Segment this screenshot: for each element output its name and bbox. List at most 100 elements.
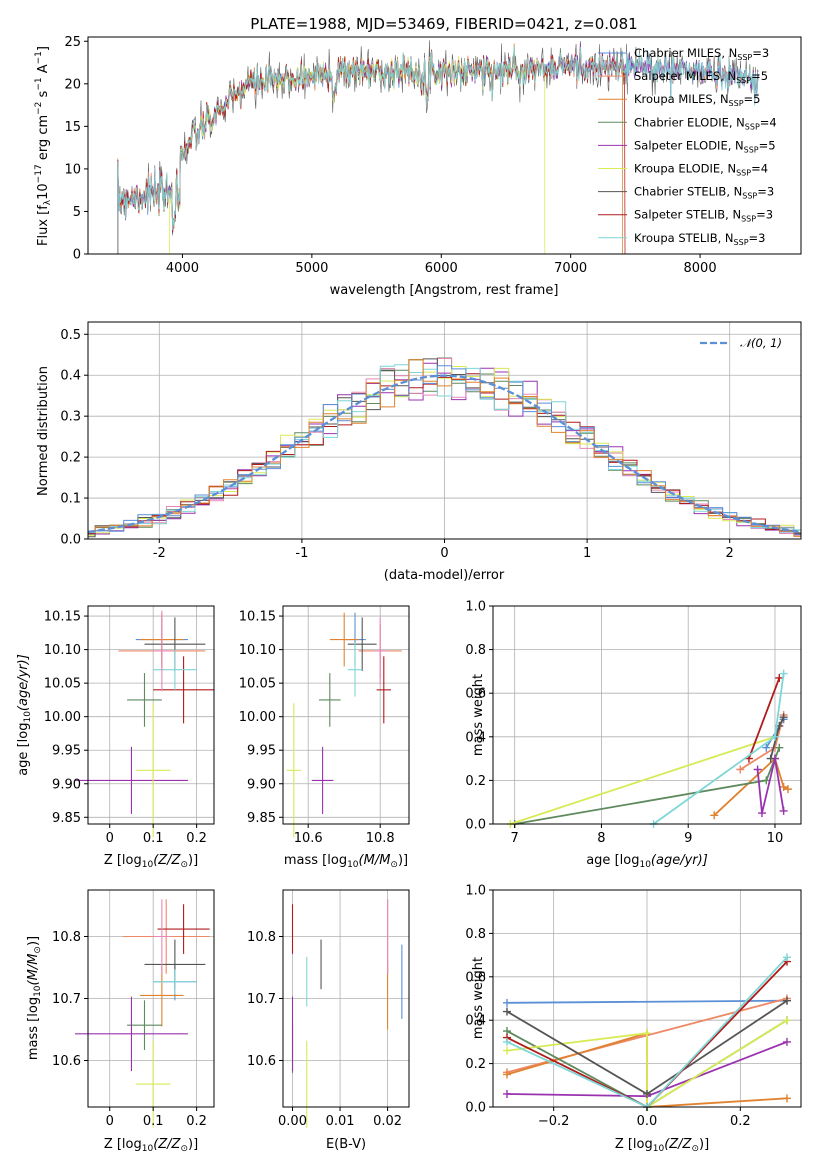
weight-series-line	[713, 756, 789, 816]
weight-vs-z-xlabel: Z [log10(Z/Z⊙)]	[615, 1137, 709, 1154]
x-tick-label: 7	[511, 831, 519, 846]
age-vs-mass-xlabel: mass [log10(M/M⊙)]	[284, 853, 408, 870]
spectrum-panel: 4000 5000 6000 7000 8000 0 5 10 15 20 25 wavelengt…	[34, 35, 802, 298]
y-tick-label: 0.2	[465, 1057, 486, 1072]
legend-label: Salpeter MILES, NSSP=5	[634, 69, 768, 85]
residual-legend: 𝒩(0, 1)	[700, 336, 782, 350]
weight-point-marker	[710, 811, 719, 820]
weight-point-marker	[503, 1007, 511, 1016]
weight-vs-z-panel: −0.2 0.0 0.2 0.0 0.2 0.4 0.6 0.8 1.0 Z [log10(Z/…	[465, 884, 802, 1154]
weight-point-marker	[783, 785, 792, 794]
y-tick-label: 0.4	[465, 730, 486, 745]
legend-n: =4	[751, 162, 768, 176]
age-vs-z-plot-area	[74, 606, 214, 838]
x-tick-label: -1	[295, 546, 308, 561]
legend-sub: SSP	[734, 238, 749, 247]
y-tick-label: 0.6	[465, 970, 486, 985]
y-tick-label: 0.2	[465, 774, 486, 789]
x-tick-label: 0	[106, 831, 114, 846]
y-tick-label: 0.5	[60, 328, 81, 343]
age-vs-mass-panel: 10.6 10.8 9.85 9.90 9.95 10.00 10.05 10.10 10.15…	[239, 605, 410, 870]
x-tick-label: 4000	[166, 261, 199, 276]
y-tick-label: 10.05	[44, 677, 81, 692]
weight-point-marker	[779, 713, 788, 722]
x-tick-label: 0.2	[186, 831, 207, 846]
legend-sub: SSP	[742, 192, 757, 201]
x-tick-label: 0.1	[143, 831, 164, 846]
x-tick-label: 0.01	[326, 1114, 355, 1129]
spectrum-xlabel: wavelength [Angstrom, rest frame]	[330, 283, 559, 298]
y-tick-label: 0.3	[60, 410, 81, 425]
y-tick-label: 5	[73, 205, 81, 220]
weight-point-marker	[775, 673, 784, 682]
weight-point-marker	[503, 1037, 511, 1046]
y-tick-label: 10.6	[247, 1054, 276, 1069]
y-tick-label: 10.6	[52, 1054, 81, 1069]
age-vs-mass-frame	[282, 605, 410, 825]
residual-xlabel: (data-model)/error	[384, 568, 505, 583]
mass-vs-ebv-plot-area	[283, 890, 409, 1128]
spectrum-legend: Chabrier MILES, NSSP=3 Salpeter MILES, NS…	[598, 46, 777, 247]
x-tick-label: 10.8	[366, 831, 395, 846]
y-tick-label: 0.4	[465, 1014, 486, 1029]
x-tick-label: 5000	[295, 261, 328, 276]
weight-point-marker	[503, 1046, 511, 1055]
legend-sub: SSP	[741, 215, 756, 224]
legend-n: =3	[757, 185, 774, 199]
weight-point-marker	[779, 806, 788, 815]
spectrum-series-line	[117, 46, 759, 254]
y-tick-label: 10.00	[239, 710, 276, 725]
y-tick-label: 10.05	[239, 677, 276, 692]
y-tick-label: 0.1	[60, 492, 81, 507]
weight-vs-age-panel: 7 8 9 10 0.0 0.2 0.4 0.6 0.8 1.0 age [log10(age/y…	[465, 600, 802, 870]
spectrum-series-line	[169, 48, 546, 255]
x-tick-label: 6000	[425, 261, 458, 276]
y-tick-label: 0.8	[465, 927, 486, 942]
y-tick-label: 20	[64, 77, 81, 92]
legend-label: Kroupa MILES, NSSP=5	[634, 92, 760, 108]
mass-vs-ebv-xlabel: E(B-V)	[326, 1137, 366, 1152]
legend-label: Kroupa STELIB, NSSP=3	[634, 231, 765, 247]
y-tick-label: 9.85	[247, 811, 276, 826]
weight-vs-age-ylabel: mass weight	[471, 674, 486, 756]
legend-n: =4	[760, 115, 777, 129]
weight-series-line	[506, 1019, 788, 1109]
legend-label: Chabrier MILES, NSSP=3	[634, 46, 769, 62]
legend-label: Chabrier STELIB, NSSP=3	[634, 185, 774, 201]
y-tick-label: 0	[73, 248, 81, 263]
legend-n: =5	[759, 138, 776, 152]
x-tick-label: -2	[153, 546, 166, 561]
y-tick-label: 0.2	[60, 451, 81, 466]
legend-n: =3	[749, 231, 766, 245]
weight-vs-z-ylabel: mass weight	[471, 957, 486, 1039]
y-tick-label: 0.8	[465, 643, 486, 658]
weight-point-marker	[783, 953, 791, 962]
x-tick-label: 0.00	[278, 1114, 307, 1129]
y-tick-label: 0.0	[60, 533, 81, 548]
x-tick-label: 10.6	[294, 831, 323, 846]
x-tick-label: 8	[597, 831, 605, 846]
y-tick-label: 25	[64, 35, 81, 50]
weight-point-marker	[770, 732, 779, 741]
x-tick-label: 1	[583, 546, 591, 561]
age-vs-z-frame	[87, 605, 215, 825]
age-vs-z-ticks: 0 0.1 0.2 9.85 9.90 9.95 10.00 10.05 10.10 10.15	[44, 610, 207, 846]
residual-plot-area	[87, 322, 802, 540]
residual-ylabel: Normed distribution	[36, 366, 51, 496]
y-tick-label: 10.10	[239, 643, 276, 658]
y-tick-label: 10.8	[247, 930, 276, 945]
legend-n: =5	[751, 69, 768, 83]
legend-label: Salpeter ELODIE, NSSP=5	[634, 138, 776, 154]
weight-vs-age-plot-area	[493, 605, 801, 828]
residual-ticks: -2 -1 0 1 2 0.0 0.1 0.2 0.3 0.4 0.5	[60, 328, 734, 561]
spectrum-series-line	[117, 47, 626, 255]
x-tick-label: 0.02	[373, 1114, 402, 1129]
y-tick-label: 9.90	[247, 777, 276, 792]
gaussian-legend-label: 𝒩(0, 1)	[740, 336, 782, 350]
weight-point-marker	[779, 782, 788, 791]
y-tick-label: 9.90	[52, 777, 81, 792]
legend-label: Chabrier ELODIE, NSSP=4	[634, 115, 777, 131]
age-vs-z-ylabel: age [log10(age/yr)]	[16, 654, 33, 776]
x-tick-label: −0.2	[538, 1114, 570, 1129]
